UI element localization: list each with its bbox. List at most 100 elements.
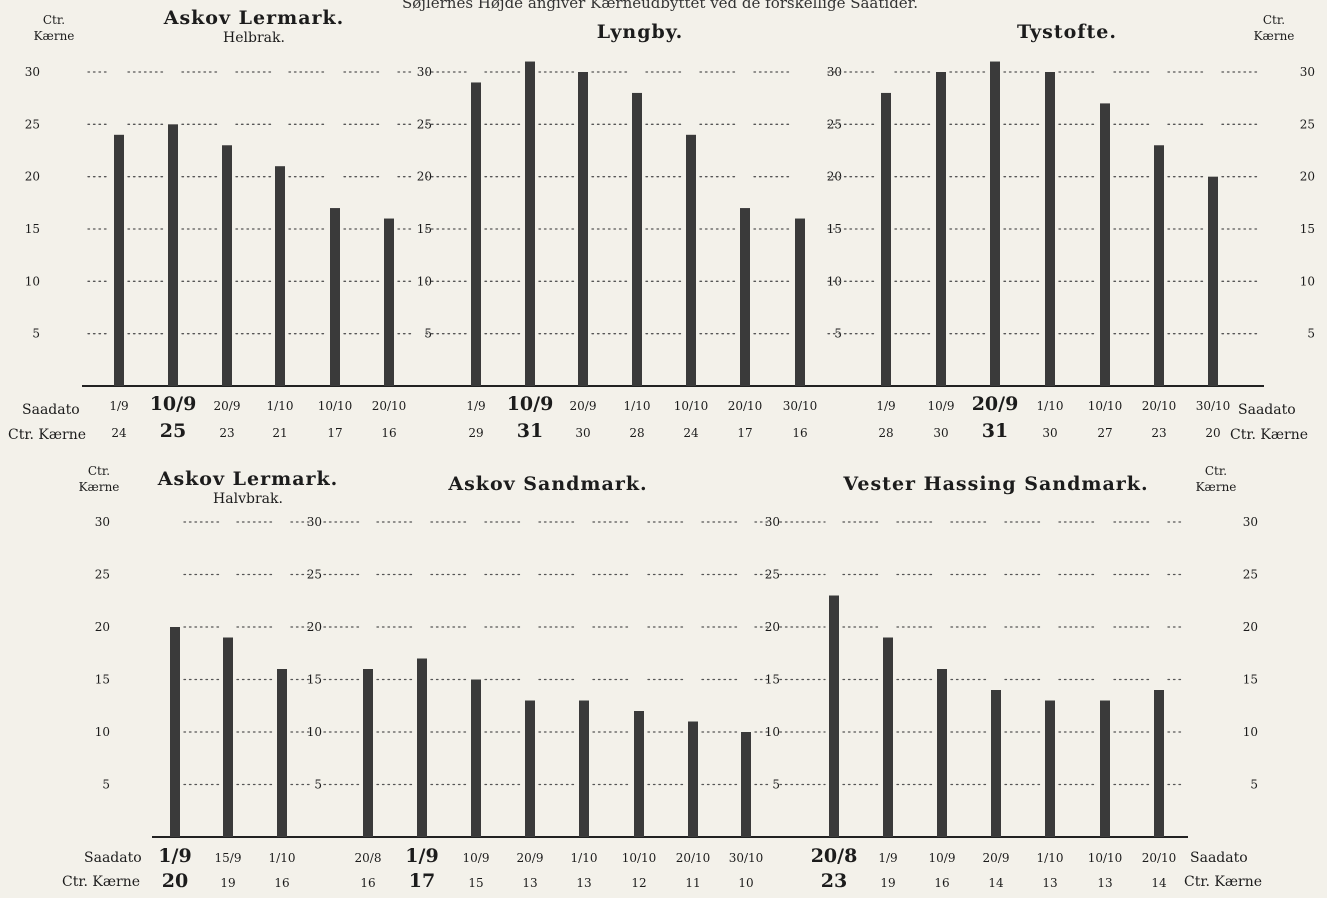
value-label-1-5: 17: [327, 426, 342, 440]
y-tick-label-1-5: 5: [32, 327, 40, 341]
value-label-3-5: 27: [1097, 426, 1112, 440]
chart-title-3: Tystofte.: [1017, 21, 1117, 43]
bar-5-2: [417, 658, 427, 837]
bar-4-3: [277, 669, 287, 837]
y-tick-label-2-15: 15: [417, 222, 432, 236]
date-label-5-4: 20/9: [517, 851, 544, 865]
unit-label-bottom-right-line1: Ctr.: [1205, 464, 1227, 478]
bar-3-3: [990, 61, 1000, 387]
y-tick-label-3-5: 5: [834, 327, 842, 341]
unit-label-top-left-line1: Ctr.: [43, 13, 65, 27]
value-label-5-8: 10: [738, 876, 753, 890]
bar-5-6: [634, 711, 644, 837]
y-tick-label-2-25: 25: [417, 117, 432, 131]
unit-label-top-right-line2: Kærne: [1254, 29, 1295, 43]
value-label-1-3: 23: [219, 426, 234, 440]
row-label-date-bottom-right: Saadato: [1190, 850, 1248, 866]
y-tick-label-3-10-right: 10: [1300, 274, 1315, 288]
y-tick-label-2-10: 10: [417, 274, 432, 288]
bar-2-7: [795, 218, 805, 386]
value-label-1-6: 16: [381, 426, 396, 440]
unit-label-bottom-left-line1: Ctr.: [88, 464, 110, 478]
date-label-5-3: 10/9: [463, 851, 490, 865]
bar-5-7: [688, 721, 698, 837]
unit-label-top-left-line2: Kærne: [34, 29, 75, 43]
chart-title-6: Vester Hassing Sandmark.: [842, 473, 1148, 495]
y-tick-label-6-10: 10: [765, 725, 780, 739]
bar-6-7: [1154, 690, 1164, 837]
bar-6-1: [829, 595, 839, 837]
bar-3-7: [1208, 176, 1218, 386]
value-label-5-6: 12: [631, 876, 646, 890]
value-label-5-7: 11: [685, 876, 700, 890]
bar-4-1: [170, 627, 180, 837]
date-label-3-2: 10/9: [928, 399, 955, 413]
date-label-5-5: 1/10: [571, 851, 598, 865]
value-label-5-3: 15: [468, 876, 483, 890]
bar-2-5: [686, 134, 696, 386]
row-label-date-bottom-left: Saadato: [84, 850, 142, 866]
y-tick-label-5-5: 5: [314, 778, 322, 792]
value-label-1-4: 21: [272, 426, 287, 440]
y-tick-label-4-25: 25: [95, 568, 110, 582]
y-tick-label-5-15: 15: [307, 673, 322, 687]
date-label-3-4: 1/10: [1037, 399, 1064, 413]
y-tick-label-6-25-right: 25: [1243, 568, 1258, 582]
y-tick-label-1-20: 20: [25, 170, 40, 184]
bar-5-4: [525, 700, 535, 837]
value-label-1-2: 25: [160, 420, 186, 442]
date-label-5-6: 10/10: [622, 851, 657, 865]
bar-1-2: [168, 124, 178, 386]
date-label-6-1: 20/8: [811, 845, 858, 867]
bar-4-2: [223, 637, 233, 837]
date-label-2-5: 10/10: [674, 399, 709, 413]
value-label-6-4: 14: [988, 876, 1004, 890]
y-tick-label-3-30-right: 30: [1300, 65, 1315, 79]
date-label-5-7: 20/10: [676, 851, 711, 865]
value-label-6-1: 23: [821, 870, 847, 892]
y-tick-label-4-10: 10: [95, 725, 110, 739]
y-tick-label-4-20: 20: [95, 620, 110, 634]
value-label-5-1: 16: [360, 876, 375, 890]
y-tick-label-6-15: 15: [765, 673, 780, 687]
bar-1-1: [114, 134, 124, 386]
date-label-4-1: 1/9: [158, 845, 191, 867]
unit-label-bottom-right-line2: Kærne: [1196, 480, 1237, 494]
date-label-6-6: 10/10: [1088, 851, 1123, 865]
date-label-4-2: 15/9: [215, 851, 242, 865]
date-label-3-6: 20/10: [1142, 399, 1177, 413]
chart-title-1: Askov Lermark.: [163, 7, 345, 29]
bar-5-8: [741, 732, 751, 837]
value-label-3-6: 23: [1151, 426, 1166, 440]
value-label-2-5: 24: [683, 426, 699, 440]
bar-6-5: [1045, 700, 1055, 837]
row-label-date-top-right: Saadato: [1238, 402, 1296, 418]
y-tick-label-6-10-right: 10: [1243, 725, 1258, 739]
value-label-2-6: 17: [737, 426, 752, 440]
value-label-3-1: 28: [878, 426, 893, 440]
unit-label-top-right-line1: Ctr.: [1263, 13, 1285, 27]
bar-1-5: [330, 208, 340, 386]
y-tick-label-6-25: 25: [765, 568, 780, 582]
date-label-5-1: 20/8: [355, 851, 382, 865]
date-label-3-7: 30/10: [1196, 399, 1231, 413]
bar-5-1: [363, 669, 373, 837]
date-label-3-1: 1/9: [876, 399, 895, 413]
bar-2-1: [471, 82, 481, 386]
y-tick-label-6-5: 5: [772, 778, 780, 792]
bar-3-5: [1100, 103, 1110, 387]
bar-1-6: [384, 218, 394, 386]
row-label-date-top-left: Saadato: [22, 402, 80, 418]
date-label-2-6: 20/10: [728, 399, 763, 413]
row-label-value-top-right: Ctr. Kærne: [1230, 427, 1308, 443]
value-label-1-1: 24: [111, 426, 127, 440]
top-note: Søjlernes Højde angiver Kærneudbyttet ve…: [402, 0, 918, 12]
y-tick-label-1-10: 10: [25, 274, 40, 288]
date-label-1-5: 10/10: [318, 399, 353, 413]
value-label-4-1: 20: [162, 870, 188, 892]
value-label-6-3: 16: [934, 876, 949, 890]
date-label-6-7: 20/10: [1142, 851, 1177, 865]
chart-title-5: Askov Sandmark.: [447, 473, 647, 495]
y-tick-label-3-25-right: 25: [1300, 117, 1315, 131]
bar-6-4: [991, 690, 1001, 837]
